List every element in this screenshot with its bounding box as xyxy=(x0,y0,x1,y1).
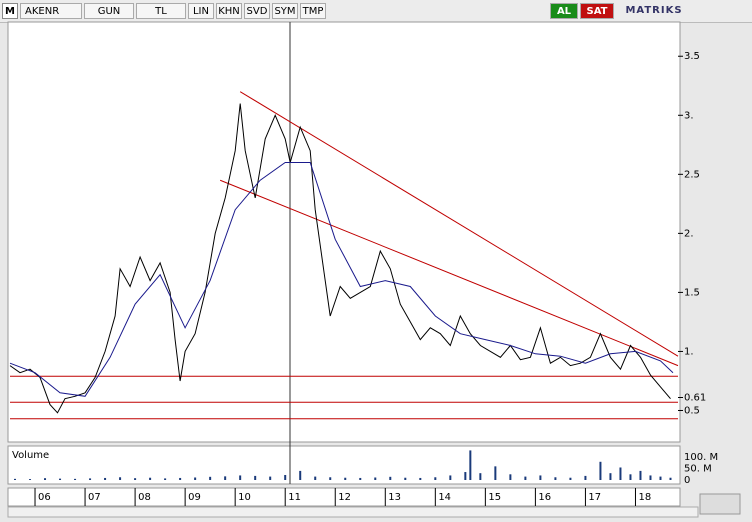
x-tick-label: 14 xyxy=(438,492,451,503)
volume-bar xyxy=(89,478,92,480)
volume-bar xyxy=(374,477,377,480)
volume-bar xyxy=(134,478,137,480)
volume-bar xyxy=(59,478,62,480)
volume-bar xyxy=(179,477,182,480)
x-tick-label: 18 xyxy=(638,492,651,503)
y-tick-label: 2. xyxy=(684,228,694,239)
volume-bar xyxy=(209,476,212,480)
volume-bar xyxy=(74,478,77,480)
volume-bar xyxy=(569,477,572,480)
volume-bar xyxy=(104,477,107,480)
volume-bar xyxy=(119,477,122,480)
volume-bar xyxy=(359,477,362,480)
x-tick-label: 06 xyxy=(38,492,51,503)
sell-button[interactable]: SAT xyxy=(580,3,614,19)
period-button[interactable]: GUN xyxy=(84,3,134,19)
volume-bar xyxy=(164,478,167,480)
x-tick-label: 13 xyxy=(388,492,401,503)
x-tick-label: 16 xyxy=(538,492,551,503)
volume-bar xyxy=(389,476,392,480)
volume-bar xyxy=(44,478,47,480)
volume-title: Volume xyxy=(12,450,49,461)
volume-bar xyxy=(269,476,272,480)
y-tick-label: 1.5 xyxy=(684,287,700,298)
volume-bar xyxy=(479,473,482,480)
price-line xyxy=(9,103,671,414)
volume-tick-label: 100. M xyxy=(684,452,718,463)
price-panel xyxy=(7,21,681,443)
volume-bar xyxy=(619,467,622,480)
brand: MATRIKS xyxy=(625,5,683,16)
volume-bar xyxy=(509,474,512,480)
x-tick-label: 07 xyxy=(88,492,101,503)
volume-bar xyxy=(639,470,642,480)
y-tick-label: 1. xyxy=(684,346,694,357)
volume-bar xyxy=(224,476,227,480)
scale-button[interactable]: LIN xyxy=(188,3,214,19)
volume-bar xyxy=(194,477,197,480)
volume-bar xyxy=(254,475,257,480)
volume-bar xyxy=(29,479,32,480)
currency-button[interactable]: TL xyxy=(136,3,186,19)
y-tick-label: 3.5 xyxy=(684,51,700,62)
volume-bar xyxy=(449,475,452,480)
volume-bar xyxy=(14,478,17,480)
volume-bar xyxy=(404,477,407,480)
volume-tick-label: 0 xyxy=(684,475,690,486)
x-tick-label: 12 xyxy=(338,492,351,503)
khn-button[interactable]: KHN xyxy=(216,3,242,19)
volume-bar xyxy=(464,472,467,480)
volume-bar xyxy=(299,470,302,480)
volume-bar xyxy=(494,466,497,480)
volume-bar xyxy=(419,477,422,480)
x-tick-label: 17 xyxy=(588,492,601,503)
toolbar: M AKENR GUN TL LIN KHN SVD SYM TMP AL SA… xyxy=(0,0,752,23)
volume-bar xyxy=(599,461,602,480)
volume-tick-label: 50. M xyxy=(684,464,712,475)
y-tick-label: 0.5 xyxy=(684,405,700,416)
symbol-field[interactable]: AKENR xyxy=(20,3,82,19)
y-tick-label: 0.61 xyxy=(684,392,706,403)
volume-bar xyxy=(584,475,587,480)
volume-bar xyxy=(524,476,527,480)
x-tick-label: 10 xyxy=(238,492,251,503)
x-axis-panel xyxy=(7,487,681,507)
volume-bar xyxy=(284,474,287,480)
volume-bar xyxy=(609,473,612,480)
scrollbar[interactable] xyxy=(7,506,699,518)
volume-bar xyxy=(469,450,472,480)
volume-bar xyxy=(344,477,347,480)
volume-bar xyxy=(649,475,652,480)
trend-line xyxy=(219,179,679,367)
svd-button[interactable]: SVD xyxy=(244,3,270,19)
trend-line xyxy=(239,91,679,357)
volume-bar xyxy=(554,477,557,480)
volume-bar xyxy=(629,474,632,480)
refresh-button[interactable] xyxy=(699,493,741,515)
y-tick-label: 3. xyxy=(684,110,694,121)
buy-button[interactable]: AL xyxy=(550,3,578,19)
volume-bar xyxy=(239,475,242,480)
x-tick-label: 09 xyxy=(188,492,201,503)
volume-bar xyxy=(149,477,152,480)
tmp-button[interactable]: TMP xyxy=(300,3,326,19)
volume-bar xyxy=(329,477,332,480)
x-tick-label: 15 xyxy=(488,492,501,503)
volume-bar xyxy=(539,475,542,480)
volume-panel xyxy=(7,445,681,485)
price-line xyxy=(9,162,674,397)
logo: M xyxy=(2,3,18,19)
y-tick-label: 2.5 xyxy=(684,169,700,180)
x-tick-label: 11 xyxy=(288,492,301,503)
volume-bar xyxy=(659,476,662,480)
volume-bar xyxy=(314,476,317,480)
volume-bar xyxy=(434,477,437,480)
volume-bar xyxy=(669,477,672,480)
sym-button[interactable]: SYM xyxy=(272,3,298,19)
x-tick-label: 08 xyxy=(138,492,151,503)
